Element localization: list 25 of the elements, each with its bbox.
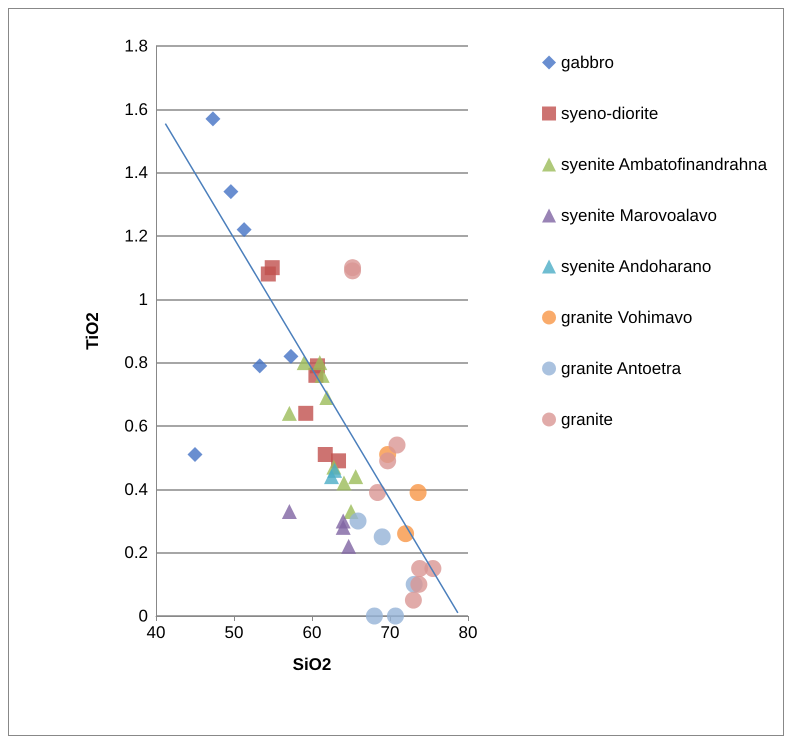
y-tick-label: 0.2 [124, 543, 148, 562]
y-tick-label: 1 [138, 290, 148, 309]
legend-label: syeno-diorite [561, 104, 658, 123]
y-tick-label: 0 [138, 606, 148, 626]
x-tick-label: 40 [146, 623, 166, 642]
y-tick-label: 0.6 [124, 416, 148, 436]
x-tick-label: 80 [458, 623, 478, 642]
legend-label: gabbro [561, 53, 614, 72]
y-tick-label: 0.8 [124, 353, 148, 372]
legend-label: granite [561, 410, 614, 429]
legend-label: syenite Ambatofinandrahna [561, 155, 768, 174]
legend-label: syenite Andoharano [561, 257, 712, 276]
x-axis-title: SiO2 [292, 655, 332, 674]
x-tick-label: 50 [224, 623, 244, 642]
legend-label: granite Antoetra [561, 359, 682, 378]
legend-label: syenite Marovoalavo [561, 206, 717, 225]
y-tick-label: 0.4 [124, 480, 148, 499]
y-tick-label: 1.2 [124, 226, 148, 246]
y-tick-label: 1.6 [124, 100, 148, 119]
y-tick-label: 1.8 [124, 36, 148, 56]
y-axis-title: TiO2 [83, 312, 102, 350]
y-tick-label: 1.4 [124, 163, 148, 182]
x-tick-label: 70 [380, 623, 400, 642]
x-tick-label: 60 [302, 623, 322, 642]
legend-label: granite Vohimavo [561, 308, 692, 327]
